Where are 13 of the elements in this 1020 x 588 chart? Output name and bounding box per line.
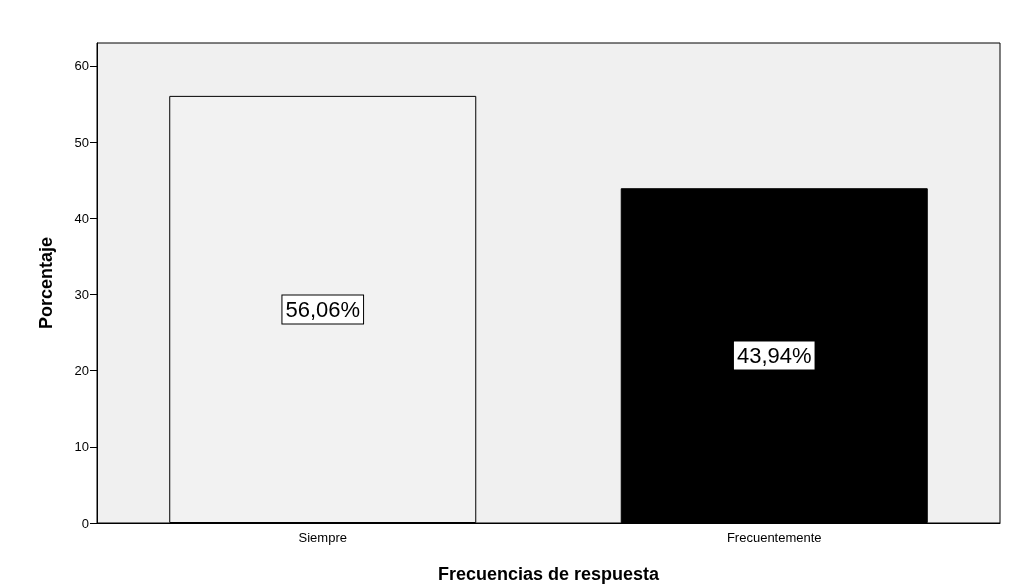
x-tick-label: Frecuentemente <box>726 530 822 545</box>
y-tick-label: 0 <box>81 515 89 531</box>
x-tick-label: Siempre <box>298 530 347 545</box>
data-label: 43,94% <box>736 343 812 369</box>
y-tick-label: 60 <box>74 58 89 74</box>
y-axis-title: Porcentaje <box>36 236 56 330</box>
data-label: 56,06% <box>285 296 361 322</box>
y-tick-label: 20 <box>74 363 89 379</box>
x-axis-title: Frecuencias de respuesta <box>437 564 661 584</box>
y-tick-label: 50 <box>74 134 89 150</box>
y-tick-label: 40 <box>74 210 89 226</box>
y-tick-label: 10 <box>74 439 89 455</box>
y-tick-label: 30 <box>74 286 89 302</box>
